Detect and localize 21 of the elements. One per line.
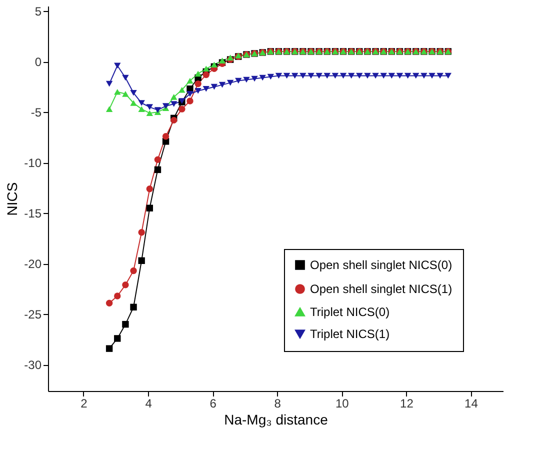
x-axis-title: Na-Mg₃ distance bbox=[224, 412, 328, 428]
y-tick-label: 0 bbox=[34, 55, 42, 70]
x-tick-label: 12 bbox=[400, 396, 414, 410]
legend-label: Open shell singlet NICS(1) bbox=[310, 282, 452, 296]
y-tick-label: -10 bbox=[24, 156, 42, 170]
x-tick-label: 14 bbox=[464, 396, 478, 410]
y-tick-label: -25 bbox=[24, 308, 42, 322]
legend-label: Triplet NICS(0) bbox=[310, 305, 390, 319]
x-tick-label: 4 bbox=[145, 396, 152, 410]
x-tick-label: 6 bbox=[210, 396, 217, 410]
legend-label: Open shell singlet NICS(0) bbox=[310, 258, 452, 272]
y-tick-label: 5 bbox=[34, 4, 42, 19]
legend-label: Triplet NICS(1) bbox=[310, 327, 390, 341]
y-tick-label: -5 bbox=[30, 106, 42, 120]
x-tick-label: 2 bbox=[80, 396, 88, 410]
y-tick-label: -20 bbox=[24, 257, 42, 272]
x-tick-label: 10 bbox=[335, 396, 350, 410]
y-axis-title: NICS bbox=[4, 182, 20, 216]
y-tick-label: -30 bbox=[24, 358, 42, 372]
y-tick-label: -15 bbox=[24, 206, 42, 221]
x-tick-label: 8 bbox=[274, 396, 282, 410]
